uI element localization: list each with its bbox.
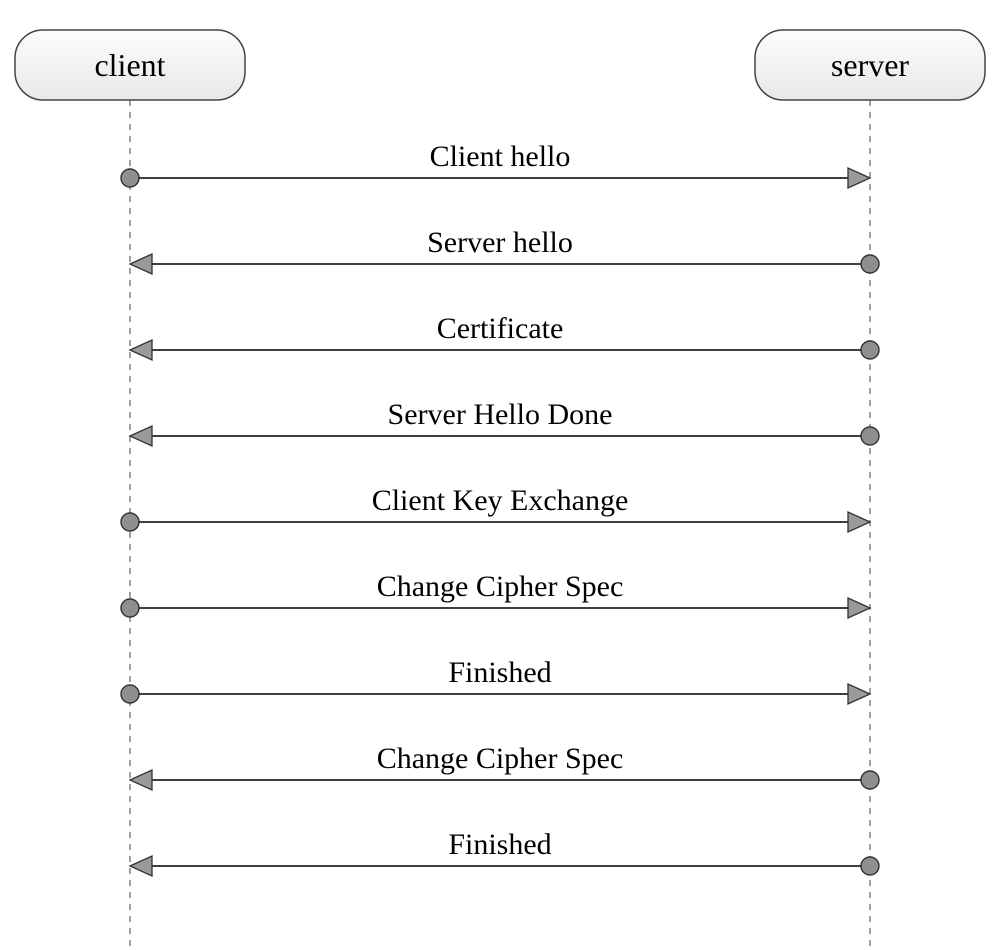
message-1: Server hello: [130, 226, 879, 274]
message-arrowhead-icon: [130, 254, 152, 274]
message-arrowhead-icon: [848, 168, 870, 188]
message-label: Change Cipher Spec: [377, 742, 624, 775]
message-label: Client Key Exchange: [372, 484, 629, 517]
message-origin-dot: [861, 857, 879, 875]
message-4: Client Key Exchange: [121, 484, 870, 532]
message-origin-dot: [861, 341, 879, 359]
server-lifeline-label: server: [831, 47, 910, 83]
message-label: Finished: [448, 828, 551, 861]
message-label: Server hello: [427, 226, 573, 259]
message-2: Certificate: [130, 312, 879, 360]
message-origin-dot: [121, 685, 139, 703]
sequence-diagram: client server Client hello Server hello Cert…: [0, 0, 1000, 950]
message-arrowhead-icon: [130, 856, 152, 876]
message-origin-dot: [121, 513, 139, 531]
message-label: Server Hello Done: [388, 398, 613, 431]
message-arrowhead-icon: [848, 512, 870, 532]
message-arrowhead-icon: [130, 770, 152, 790]
message-6: Finished: [121, 656, 870, 704]
message-7: Change Cipher Spec: [130, 742, 879, 790]
message-origin-dot: [121, 169, 139, 187]
message-origin-dot: [121, 599, 139, 617]
message-5: Change Cipher Spec: [121, 570, 870, 618]
message-origin-dot: [861, 427, 879, 445]
message-3: Server Hello Done: [130, 398, 879, 446]
message-arrowhead-icon: [848, 598, 870, 618]
message-origin-dot: [861, 255, 879, 273]
message-label: Change Cipher Spec: [377, 570, 624, 603]
message-origin-dot: [861, 771, 879, 789]
message-label: Certificate: [437, 312, 564, 345]
message-0: Client hello: [121, 140, 870, 188]
client-lifeline-label: client: [94, 47, 165, 83]
message-arrowhead-icon: [130, 340, 152, 360]
message-arrowhead-icon: [848, 684, 870, 704]
message-8: Finished: [130, 828, 879, 876]
message-label: Client hello: [430, 140, 571, 173]
message-arrowhead-icon: [130, 426, 152, 446]
message-label: Finished: [448, 656, 551, 689]
